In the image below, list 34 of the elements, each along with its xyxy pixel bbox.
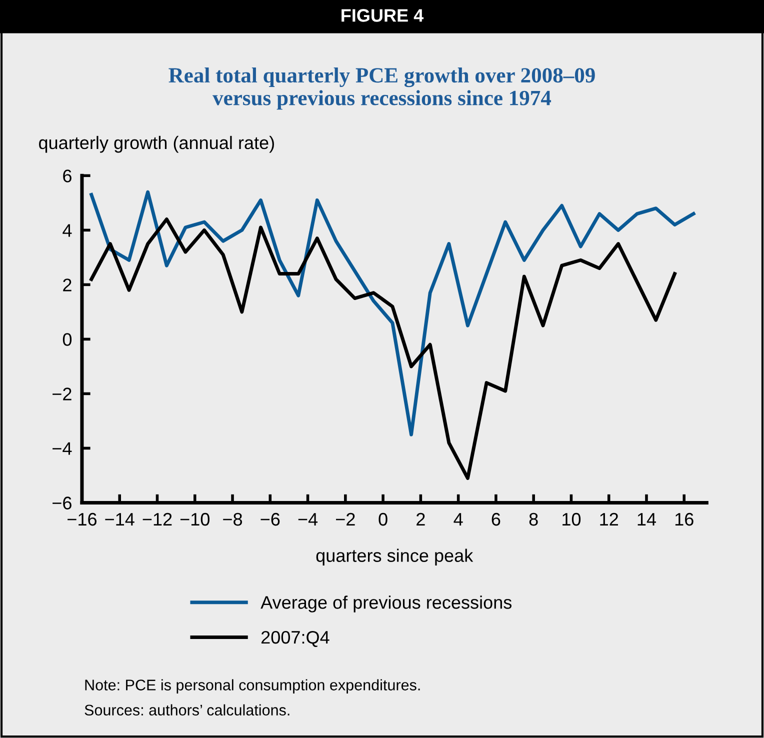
x-tick-label: 4 <box>454 513 463 526</box>
x-tick-label: 16 <box>675 512 694 526</box>
x-tick-label: 6 <box>492 512 500 526</box>
text: Note: PCE is personal consumption expenditures. <box>85 679 420 694</box>
x-tick-label: −6 <box>260 512 280 526</box>
x-tick-label: −4 <box>298 513 318 526</box>
y-tick-label: −6 <box>52 496 72 510</box>
x-tick-label: 10 <box>562 512 581 526</box>
line-series <box>90 218 676 480</box>
x-tick-label: −8 <box>223 512 242 526</box>
x-tick-label: −14 <box>105 513 134 526</box>
y-tick-label: 2 <box>63 278 72 292</box>
y-tick-label: −4 <box>52 442 72 455</box>
x-tick-label: −16 <box>68 512 96 526</box>
line-series <box>90 190 696 436</box>
y-tick-label: 4 <box>62 224 72 237</box>
x-tick-label: 2 <box>416 512 425 526</box>
chart-subtitle: FIGURE 4 <box>342 9 424 22</box>
x-tick-label: −10 <box>180 512 210 526</box>
chart-title: Real total quarterly PCE growth over 2008–09 versus previous recessions since 1974 <box>168 67 595 110</box>
legend-label: Average of previous recessions <box>260 596 512 612</box>
y-axis-title: quarterly growth (annual rate) <box>39 136 274 153</box>
y-tick-label: 6 <box>63 170 72 182</box>
x-tick-label: −2 <box>336 512 355 526</box>
source-note: Sources: authors’ calculations. <box>84 704 290 716</box>
x-tick-label: 12 <box>600 512 618 526</box>
x-tick-label: −12 <box>142 512 172 526</box>
legend-label: 2007:Q4 <box>261 630 330 647</box>
x-tick-label: 8 <box>529 512 538 526</box>
y-tick-label: 0 <box>62 333 72 346</box>
x-tick-label: 0 <box>378 512 388 526</box>
x-tick-label: 14 <box>638 513 656 526</box>
x-axis-title: quarters since peak <box>316 548 474 566</box>
y-tick-label: −2 <box>52 388 72 400</box>
